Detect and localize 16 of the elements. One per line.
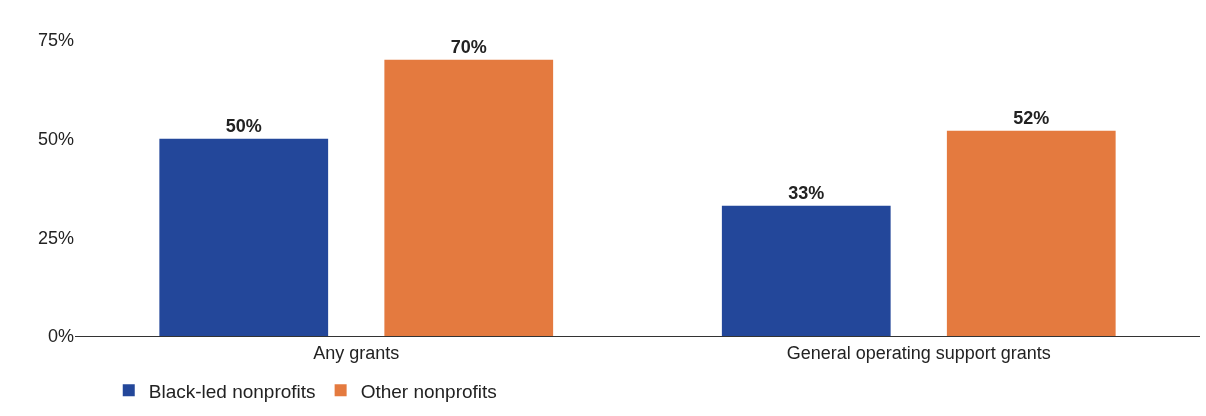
y-tick-label: 0% xyxy=(47,326,74,347)
y-tick-label: 75% xyxy=(37,30,74,51)
legend-label: Black-led nonprofits xyxy=(148,380,316,402)
y-tick-label: 50% xyxy=(37,128,74,149)
y-tick-label: 25% xyxy=(37,227,74,248)
text: 50% xyxy=(225,115,262,136)
bar xyxy=(384,59,554,336)
x-tick-label: General operating support grants xyxy=(786,342,1051,363)
bar xyxy=(721,205,891,336)
bar xyxy=(159,138,329,336)
x-tick-label: Any grants xyxy=(313,342,400,363)
bar xyxy=(946,130,1116,336)
text: 52% xyxy=(1013,107,1050,128)
legend-label: Other nonprofits xyxy=(360,380,497,402)
text: 70% xyxy=(450,36,487,57)
text: 33% xyxy=(788,182,825,203)
